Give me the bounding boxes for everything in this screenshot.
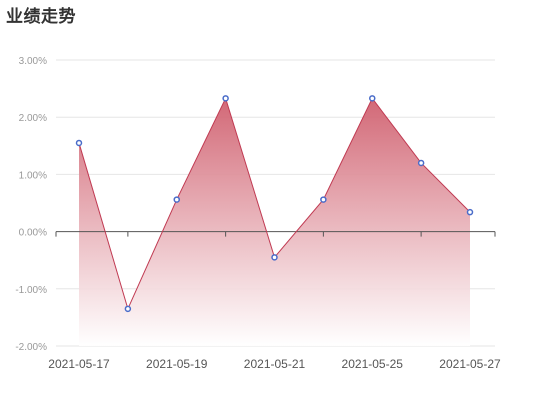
data-point — [173, 196, 180, 203]
y-tick-label: 0.00% — [19, 228, 47, 239]
x-tick-label: 2021-05-17 — [48, 357, 110, 371]
x-tick-label: 2021-05-27 — [439, 357, 501, 371]
data-point — [222, 95, 229, 102]
x-tick-label: 2021-05-25 — [342, 357, 404, 371]
area-fill — [79, 98, 470, 346]
data-point — [466, 208, 474, 216]
y-tick-label: 2.00% — [19, 113, 47, 124]
data-point — [417, 159, 425, 167]
y-tick-label: 3.00% — [19, 56, 47, 67]
data-point — [369, 95, 376, 102]
chart-title: 业绩走势 — [6, 7, 76, 27]
data-point — [320, 196, 327, 203]
y-tick-label: -1.00% — [15, 285, 47, 296]
data-point — [75, 139, 83, 147]
x-tick-label: 2021-05-21 — [244, 357, 306, 371]
x-tick-label: 2021-05-19 — [146, 357, 208, 371]
y-tick-label: -2.00% — [15, 342, 47, 353]
data-point — [124, 305, 132, 313]
y-tick-label: 1.00% — [19, 170, 47, 181]
data-point — [271, 254, 278, 261]
